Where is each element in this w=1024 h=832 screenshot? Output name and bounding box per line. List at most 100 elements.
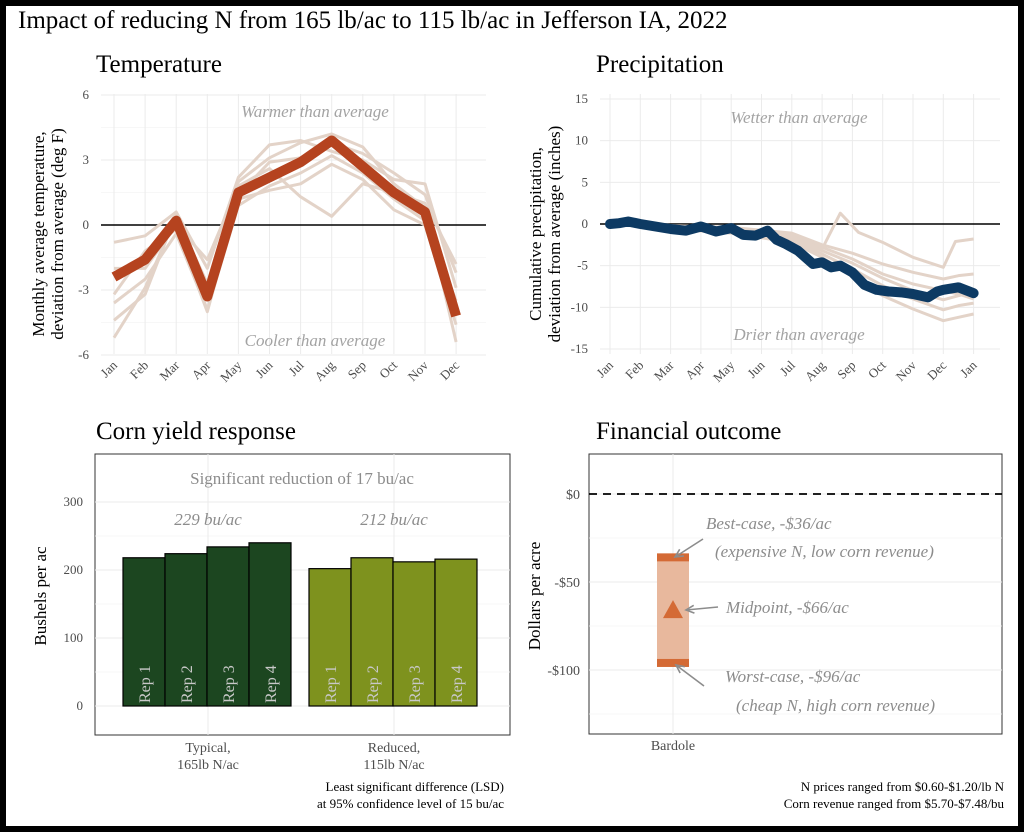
temperature-xtick-label: May (217, 357, 245, 385)
temperature-ytick-label: -6 (78, 347, 89, 362)
financial-midpoint-marker (663, 600, 683, 619)
temperature-xtick-label: Jan (97, 357, 120, 380)
financial-ylabel: Dollars per acre (525, 542, 544, 651)
temperature-background-line (113, 154, 458, 311)
temperature-ytick-label: 3 (83, 152, 90, 167)
financial-panel: Financial outcome $0 -$50 -$100 Best-case, -… (525, 418, 1005, 811)
financial-worst-case-label: Worst-case, -$96/ac (725, 667, 861, 686)
financial-worst-case-note: (cheap N, high corn revenue) (736, 696, 935, 715)
yield-footnote: Least significant difference (LSD) at 95%… (317, 779, 504, 811)
precipitation-panel: Precipitation -15 -10 -5 0 5 10 15 Jan Feb Mar Apr M… (526, 51, 1000, 385)
financial-worst-case-cap (657, 658, 689, 667)
yield-bar-rep-label: Rep 2 (179, 665, 196, 703)
yield-bar-rep-label: Rep 3 (407, 665, 424, 703)
temperature-xtick-label: Jul (285, 357, 307, 379)
precipitation-ytick-label: -15 (571, 341, 588, 356)
financial-best-case-note: (expensive N, low corn revenue) (715, 542, 934, 561)
temperature-background-line (113, 139, 458, 289)
financial-worst-case-arrow-head (674, 663, 685, 674)
yield-panel: Corn yield response 0 100 200 300 Rep 1 Rep 2 R… (31, 418, 511, 811)
precipitation-ytick-label: 0 (582, 216, 589, 231)
precipitation-ytick-label: 10 (575, 133, 588, 148)
yield-bar (248, 542, 292, 707)
yield-bar-rep-label: Rep 1 (323, 665, 340, 703)
yield-bar (164, 553, 208, 707)
precipitation-xtick-label: Apr (682, 357, 707, 382)
precipitation-drier-annotation: Drier than average (732, 325, 865, 344)
financial-midpoint-arrow-head (684, 604, 695, 614)
figure-canvas: Impact of reducing N from 165 lb/ac to 1… (18, 7, 1005, 811)
precipitation-main-line (605, 216, 979, 303)
temperature-ytick-label: 6 (83, 87, 90, 102)
temperature-panel: Temperature -6 -3 0 3 6 Jan Feb Mar Apr May Jun Jul A… (29, 51, 486, 385)
precipitation-xtick-label: Feb (622, 358, 646, 382)
yield-ytick-label: 100 (64, 630, 84, 645)
financial-title: Financial outcome (596, 418, 781, 445)
precipitation-xtick-label: Oct (865, 357, 889, 381)
yield-title: Corn yield response (96, 418, 296, 445)
temperature-cooler-annotation: Cooler than average (245, 331, 386, 350)
yield-bar (122, 557, 166, 707)
yield-group-label: Typical, 165lb N/ac (177, 741, 239, 773)
temperature-ytick-label: 0 (83, 217, 90, 232)
precipitation-xtick-label: Mar (651, 357, 677, 383)
yield-bar (308, 568, 352, 707)
temperature-xtick-label: Nov (405, 357, 432, 384)
precipitation-xtick-label: Jan (593, 357, 616, 380)
temperature-xtick-label: Feb (127, 358, 151, 382)
yield-group-label: Reduced, 115lb N/ac (363, 741, 424, 773)
precipitation-title: Precipitation (596, 51, 724, 78)
yield-mean-label: 212 bu/ac (360, 510, 428, 529)
precipitation-xtick-label: Jul (777, 357, 799, 379)
temperature-xtick-label: Oct (376, 357, 400, 381)
temperature-xtick-label: Apr (189, 357, 214, 382)
financial-footnote: N prices ranged from $0.60-$1.20/lb N Cor… (784, 779, 1005, 811)
precipitation-ytick-label: -5 (577, 258, 588, 273)
yield-bar (392, 561, 436, 707)
yield-ytick-label: 200 (64, 562, 84, 577)
precipitation-xtick-label: Jan (957, 357, 980, 380)
yield-bar (206, 546, 250, 707)
precipitation-xtick-label: Aug (802, 357, 829, 384)
financial-midpoint-label: Midpoint, -$66/ac (725, 598, 849, 617)
precipitation-wetter-annotation: Wetter than average (730, 108, 868, 127)
temperature-main-line (111, 135, 461, 318)
precipitation-ylabel: Cumulative precipitation,deviation from … (526, 126, 564, 343)
precipitation-ytick-label: -10 (571, 299, 588, 314)
temperature-title: Temperature (96, 51, 222, 78)
financial-ytick-label: -$50 (554, 576, 580, 591)
financial-midpoint-arrow (685, 606, 719, 611)
temperature-ytick-label: -3 (78, 282, 89, 297)
yield-bar (350, 557, 394, 707)
temperature-ylabel: Monthly average temperature,deviation fr… (29, 128, 67, 339)
temperature-xtick-label: Dec (437, 357, 463, 383)
temperature-xtick-label: Mar (156, 357, 182, 383)
temperature-xtick-label: Sep (345, 358, 369, 382)
yield-ytick-label: 0 (77, 698, 84, 713)
yield-ytick-label: 300 (64, 494, 84, 509)
precipitation-ytick-label: 5 (582, 174, 589, 189)
precipitation-xtick-label: May (710, 357, 738, 385)
yield-bar-rep-label: Rep 3 (221, 665, 238, 703)
financial-best-case-label: Best-case, -$36/ac (706, 514, 832, 533)
yield-bar-rep-label: Rep 4 (263, 665, 280, 703)
precipitation-xtick-label: Nov (893, 357, 920, 384)
precipitation-ytick-label: 15 (575, 91, 588, 106)
financial-worst-case-arrow (675, 664, 705, 687)
financial-ytick-label: $0 (566, 488, 580, 503)
yield-bar (434, 558, 478, 707)
yield-mean-label: 229 bu/ac (174, 510, 242, 529)
financial-best-case-arrow (674, 538, 704, 558)
yield-plot-border (94, 453, 511, 736)
precipitation-xtick-label: Jun (744, 357, 768, 381)
yield-bar-rep-label: Rep 4 (449, 665, 466, 703)
yield-bar-rep-label: Rep 2 (365, 665, 382, 703)
financial-best-case-arrow-head (673, 548, 685, 558)
temperature-xtick-label: Jun (252, 357, 276, 381)
financial-ytick-label: -$100 (547, 664, 580, 679)
yield-significance-annotation: Significant reduction of 17 bu/ac (190, 469, 414, 488)
precipitation-xtick-label: Sep (834, 358, 858, 382)
precipitation-xtick-label: Dec (924, 357, 950, 383)
yield-bar-rep-label: Rep 1 (137, 665, 154, 703)
temperature-xtick-label: Aug (311, 357, 338, 384)
